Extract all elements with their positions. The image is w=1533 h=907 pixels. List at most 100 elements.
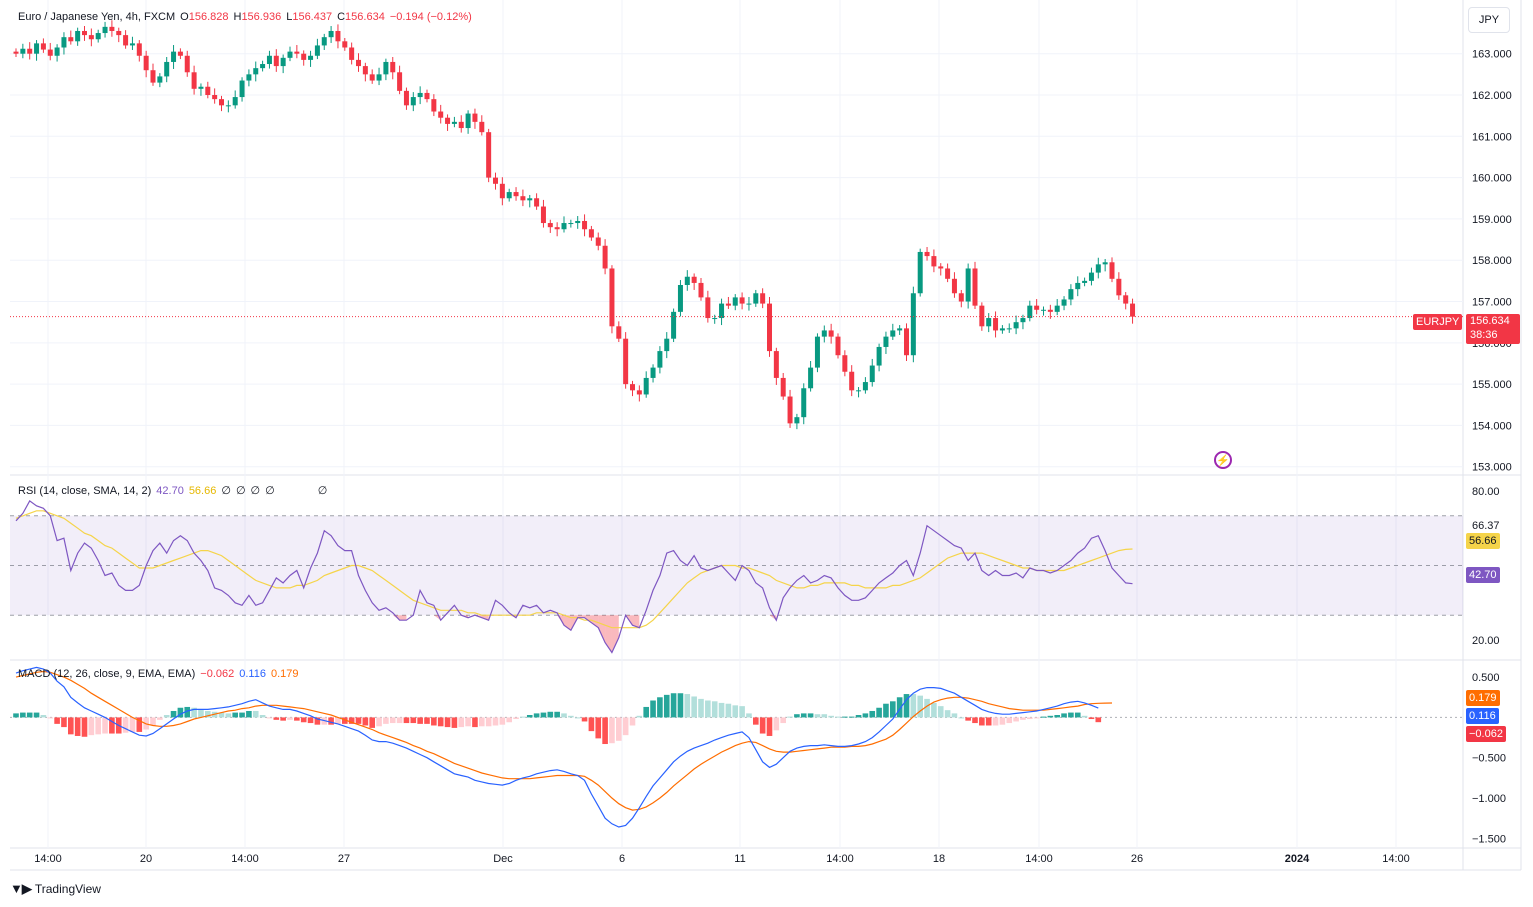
candle-body xyxy=(376,74,382,81)
candle-body xyxy=(239,80,245,98)
candle-body xyxy=(287,51,293,58)
macd-hist-bar xyxy=(300,717,307,723)
time-tick-label: 26 xyxy=(1131,853,1143,865)
candle-body xyxy=(266,55,272,65)
price-tick-label: 162.000 xyxy=(1472,90,1512,102)
macd-hist-bar xyxy=(252,710,259,718)
macd-hist-bar xyxy=(170,710,177,718)
candle xyxy=(177,48,183,60)
time-tick-label: 14:00 xyxy=(34,853,62,865)
macd-hist-bar xyxy=(937,706,944,718)
macd-hist-bar xyxy=(88,717,95,736)
tradingview-brand[interactable]: ▼▶ TradingView xyxy=(10,881,101,897)
candle xyxy=(424,89,430,103)
macd-signal-value: 0.179 xyxy=(270,668,299,680)
candle xyxy=(773,347,779,385)
candle-body xyxy=(753,293,759,304)
candle xyxy=(280,54,286,74)
candle-body xyxy=(1013,322,1019,329)
candle-body xyxy=(527,198,533,201)
candle xyxy=(719,298,725,326)
candle-body xyxy=(1041,309,1046,311)
candle-body xyxy=(719,303,725,319)
candle xyxy=(184,50,190,77)
candle xyxy=(520,189,526,207)
candle-body xyxy=(328,30,334,38)
candle xyxy=(383,58,389,81)
candle xyxy=(595,232,601,251)
macd-histogram xyxy=(10,693,1463,745)
candle xyxy=(54,44,60,62)
lightning-icon[interactable]: ⚡ xyxy=(1214,451,1232,469)
symbol-title[interactable]: Euro / Japanese Yen, 4h, FXCM xyxy=(18,11,176,23)
candle-body xyxy=(684,276,690,285)
macd-hist-bar xyxy=(883,703,889,718)
candle-body xyxy=(68,37,74,42)
candle xyxy=(767,296,772,357)
candle xyxy=(1102,258,1108,272)
candle xyxy=(458,115,464,133)
macd-hist-bar xyxy=(609,717,615,744)
candle-body xyxy=(479,121,485,133)
macd-hist-bar xyxy=(1027,717,1033,720)
candle-body xyxy=(691,276,697,283)
candle xyxy=(897,325,903,335)
candle-body xyxy=(787,396,793,424)
candle-body xyxy=(321,37,327,46)
candle-body xyxy=(1027,305,1033,319)
candle-body xyxy=(61,37,67,48)
candle xyxy=(27,42,33,60)
macd-hist-bar xyxy=(581,717,588,722)
macd-hist-bar xyxy=(403,717,410,724)
macd-hist-bar xyxy=(499,717,506,725)
candle xyxy=(609,265,615,334)
macd-hist-bar xyxy=(54,717,60,724)
candle-body xyxy=(294,51,300,54)
macd-hist-bar xyxy=(129,717,136,732)
macd-hist-bar xyxy=(314,717,321,725)
macd-title[interactable]: MACD (12, 26, close, 9, EMA, EMA) xyxy=(18,668,196,680)
rsi-title[interactable]: RSI (14, close, SMA, 14, 2) xyxy=(18,484,152,497)
macd-hist-bar xyxy=(876,707,882,718)
macd-hist-bar xyxy=(389,717,396,724)
candle xyxy=(376,67,382,86)
macd-hist-bar xyxy=(972,717,978,724)
candle-body xyxy=(986,318,992,327)
rsi-tick-label: 66.37 xyxy=(1472,520,1500,532)
candle-body xyxy=(582,220,588,230)
macd-value: 0.116 xyxy=(239,668,266,680)
currency-button[interactable]: JPY xyxy=(1468,7,1510,33)
macd-hist-bar xyxy=(1068,712,1074,718)
macd-hist-bar xyxy=(335,717,341,724)
candle xyxy=(636,385,642,402)
candle-body xyxy=(1082,280,1088,283)
candle-body xyxy=(561,223,567,230)
candle-body xyxy=(472,113,478,122)
candle xyxy=(164,57,170,83)
candle xyxy=(403,87,409,110)
macd-hist-bar xyxy=(1047,715,1054,718)
candle xyxy=(705,290,711,323)
macd-hist-bar xyxy=(828,715,834,718)
macd-hist-bar xyxy=(1061,713,1067,718)
macd-hist-bar xyxy=(999,717,1006,725)
candle xyxy=(287,46,293,62)
candle xyxy=(821,325,827,343)
rsi-extra-4: ∅ xyxy=(265,485,275,497)
candle-body xyxy=(1116,278,1122,296)
candle xyxy=(266,50,272,69)
candle-body xyxy=(630,384,635,391)
macd-hist-bar xyxy=(1088,717,1095,720)
candle-body xyxy=(465,113,471,129)
candle-body xyxy=(1088,272,1094,281)
candle xyxy=(1109,257,1115,283)
candle-body xyxy=(794,417,800,424)
macd-hist-bar xyxy=(869,710,876,718)
candle xyxy=(780,372,786,400)
candle xyxy=(904,323,909,361)
macd-hist-bar xyxy=(554,711,560,718)
macd-hist-bar xyxy=(157,717,163,720)
macd-hist-bar xyxy=(294,717,300,721)
